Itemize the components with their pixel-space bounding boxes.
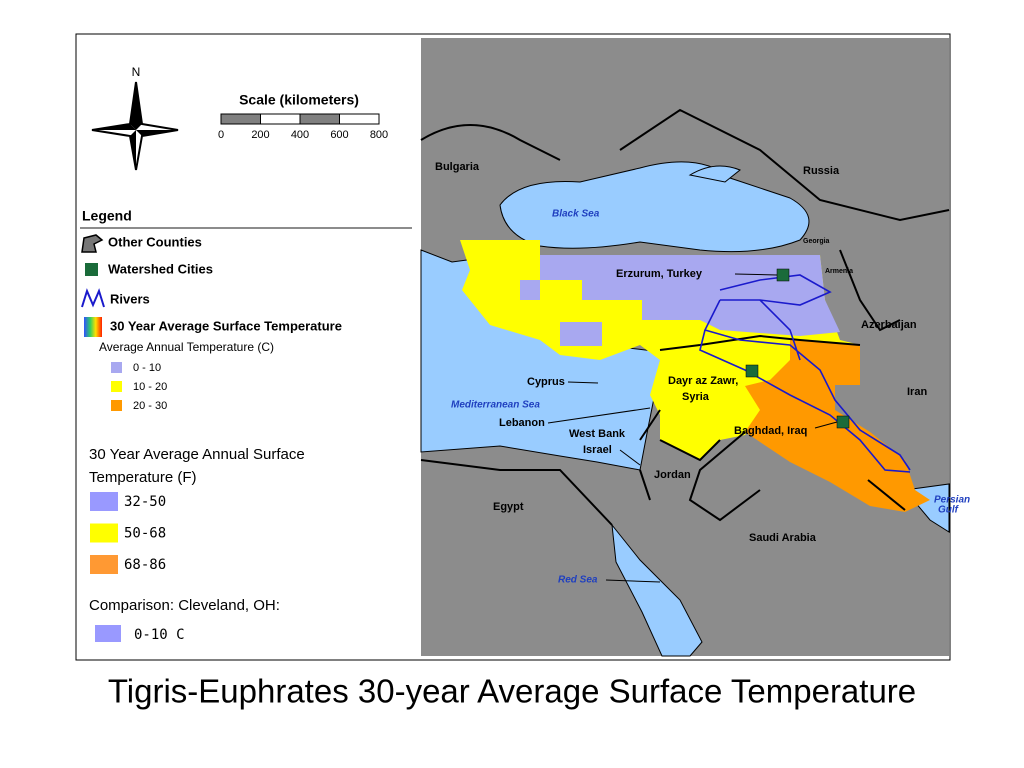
map-label: Mediterranean Sea: [451, 400, 540, 411]
map-label: Baghdad, Iraq: [734, 425, 807, 437]
f-title: Temperature (F): [89, 469, 197, 486]
class-swatch: [111, 400, 122, 411]
map-label: Saudi Arabia: [749, 532, 817, 544]
scale-tick-label: 0: [218, 129, 224, 141]
class-swatch: [111, 362, 122, 373]
map-label: Israel: [583, 444, 612, 456]
f-title: 30 Year Average Annual Surface: [89, 446, 305, 463]
map-label: Armenia: [825, 268, 853, 275]
class-swatch: [90, 492, 118, 511]
map-label: Persian: [934, 495, 970, 506]
map-label: Cyprus: [527, 376, 565, 388]
map-label: Lebanon: [499, 417, 545, 429]
comparison-label: 0-10 C: [134, 627, 185, 643]
legend-subtitle: Average Annual Temperature (C): [99, 340, 274, 354]
map-label: Gulf: [938, 505, 960, 516]
slide-title: Tigris-Euphrates 30-year Average Surface…: [108, 673, 916, 710]
map-label: Jordan: [654, 469, 691, 481]
legend-item: Rivers: [110, 291, 150, 306]
comparison-swatch: [95, 625, 121, 642]
map-label: Iran: [907, 386, 927, 398]
legend-item: 30 Year Average Surface Temperature: [110, 318, 342, 333]
scale-title: Scale (kilometers): [239, 92, 359, 108]
class-swatch: [111, 381, 122, 392]
map-label: Erzurum, Turkey: [616, 268, 703, 280]
class-label: 68-86: [124, 557, 166, 573]
scale-tick-label: 400: [291, 129, 309, 141]
legend-item: Other Counties: [108, 234, 202, 249]
scale-tick-label: 600: [330, 129, 348, 141]
class-label: 10 - 20: [133, 381, 167, 393]
map-label: Syria: [682, 391, 710, 403]
map-label: Georgia: [803, 238, 830, 245]
map-label: West Bank: [569, 428, 626, 440]
map-label: Black Sea: [552, 209, 600, 220]
legend: Legend Other Counties Watershed Cities R…: [80, 208, 412, 412]
map-label: Russia: [803, 165, 840, 177]
class-label: 20 - 30: [133, 400, 167, 412]
compass: N: [91, 65, 179, 171]
scale-tick-label: 800: [370, 129, 388, 141]
class-label: 50-68: [124, 526, 166, 542]
map-label: Azerbaijan: [861, 319, 917, 331]
comparison-title: Comparison: Cleveland, OH:: [89, 597, 280, 614]
scale-tick-label: 200: [251, 129, 269, 141]
legend-title: Legend: [82, 208, 132, 224]
map-label: Bulgaria: [435, 161, 480, 173]
map-label: Red Sea: [558, 575, 598, 586]
map-label: Dayr az Zawr,: [668, 375, 738, 387]
legend-item: Watershed Cities: [108, 261, 213, 276]
map: Bulgaria Russia Black Sea Georgia Armeni…: [420, 38, 970, 657]
map-label: Egypt: [493, 501, 524, 513]
class-label: 0 - 10: [133, 362, 161, 374]
fahrenheit-legend: 30 Year Average Annual Surface Temperatu…: [89, 446, 305, 643]
north-label: N: [132, 65, 141, 79]
class-swatch: [90, 555, 118, 574]
class-swatch: [90, 523, 118, 543]
scale-bar: Scale (kilometers) 0 200 400 600 800: [218, 92, 388, 141]
class-label: 32-50: [124, 494, 166, 510]
